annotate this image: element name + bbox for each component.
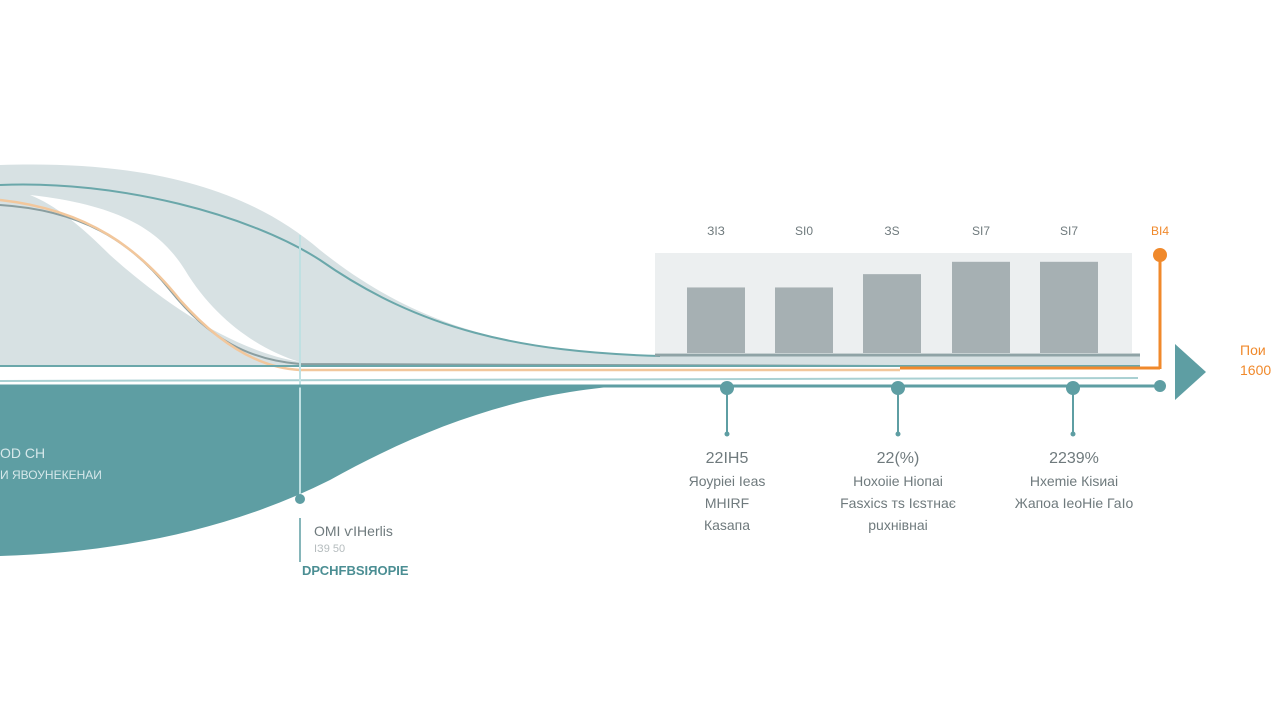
upper-flow-area xyxy=(0,164,1140,365)
milestone-1[interactable] xyxy=(720,381,734,437)
milestone-text-2: 22(%) Нохоііе Ніопаі Fаѕхісѕ тѕ Ієѕтнає … xyxy=(840,450,956,533)
bar xyxy=(952,261,1010,353)
milestone-3[interactable] xyxy=(1066,381,1080,437)
milestone-text-3: 2239% Нхеmіе Кіѕиаі Жапоа ІеоНіе ГаІо xyxy=(1014,450,1134,511)
highlight-bar-label: ВІ4 xyxy=(1150,224,1169,238)
inner-white-curve xyxy=(30,195,300,362)
bar-label: ЅІ0 xyxy=(794,224,813,238)
arrow-label: Пои 1600 xyxy=(1240,342,1272,378)
marker-label: ОМІ ѵІНеrlіѕ ІЗ9 50 DРСНFВЅІЯОРІЕ xyxy=(302,523,409,578)
flow-line xyxy=(0,204,901,367)
bar-label: ЗІЗ xyxy=(707,224,725,238)
timeline-end-dot[interactable] xyxy=(1154,380,1166,392)
bar-label: ЗЅ xyxy=(884,224,900,238)
bar xyxy=(863,274,921,353)
arrow-head-icon xyxy=(1175,344,1206,400)
bar xyxy=(775,287,833,353)
milestone-text-1: 22ІН5 Яоуріеі Іеаѕ МНІRF Каѕапа xyxy=(688,450,766,533)
marker-dot[interactable] xyxy=(295,494,305,504)
bar-label: ЅІ7 xyxy=(971,224,990,238)
flow-line-orange xyxy=(0,198,900,372)
bar-label: ЅІ7 xyxy=(1059,224,1078,238)
divider-line xyxy=(0,377,1139,382)
milestone-2[interactable] xyxy=(891,381,905,437)
left-label: ОD СН И ЯВОУНЕКЕНАИ xyxy=(0,445,102,482)
orange-dot[interactable] xyxy=(1153,248,1167,262)
flow-line xyxy=(0,183,661,357)
bar xyxy=(1040,261,1098,353)
teal-flow-area xyxy=(0,385,640,556)
bar xyxy=(687,287,745,353)
